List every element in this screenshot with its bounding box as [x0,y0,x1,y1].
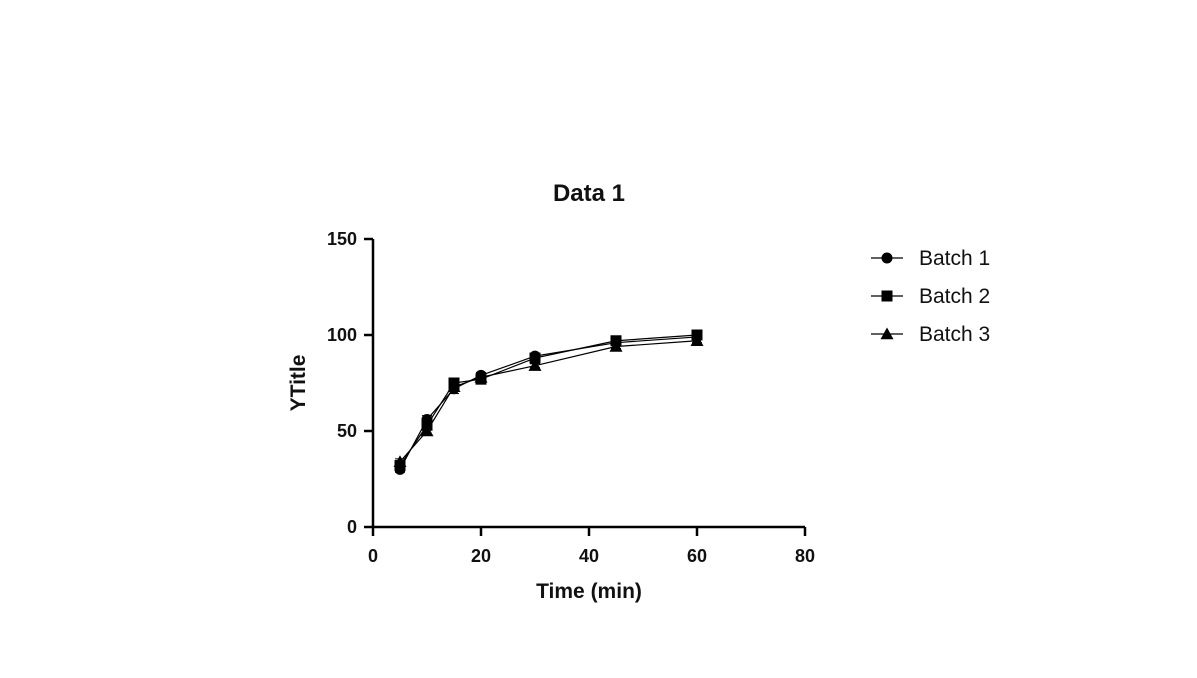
y-tick-label: 100 [327,325,357,345]
legend-label: Batch 2 [919,285,990,308]
x-tick-label: 60 [687,546,707,566]
x-tick-label: 0 [368,546,378,566]
y-axis-label: YTitle [287,355,310,412]
data-point-triangle [420,424,434,437]
legend: Batch 1 Batch 2 Batch 3 [871,247,990,346]
chart-title: Data 1 [553,180,625,207]
x-tick-label: 80 [795,546,815,566]
x-tick-label: 40 [579,546,599,566]
data-point-triangle [474,370,488,383]
legend-marker-triangle [880,327,894,340]
data-point-triangle [528,359,542,371]
x-tick-label: 20 [471,546,491,566]
data-point-triangle [393,455,407,467]
plot-area [393,329,704,475]
legend-label: Batch 1 [919,247,990,270]
y-tick-label: 150 [327,229,357,249]
series-line-3 [399,340,698,463]
legend-label: Batch 3 [919,323,990,346]
legend-item-1: Batch 1 [871,247,990,270]
data-point-triangle [690,334,704,346]
series-3 [393,334,704,467]
series-2 [394,329,703,472]
x-axis-label: Time (min) [536,580,642,603]
legend-item-2: Batch 2 [871,285,990,308]
data-point-triangle [447,380,461,393]
y-tick-label: 0 [347,517,357,537]
axes: 0 20 40 60 80 0 50 100 150 [327,229,815,566]
legend-marker-circle [881,252,893,264]
y-tick-label: 50 [337,421,357,441]
legend-item-3: Batch 3 [871,323,990,346]
data-point-square [529,352,541,364]
legend-marker-square [881,290,893,302]
data-point-triangle [609,340,623,352]
